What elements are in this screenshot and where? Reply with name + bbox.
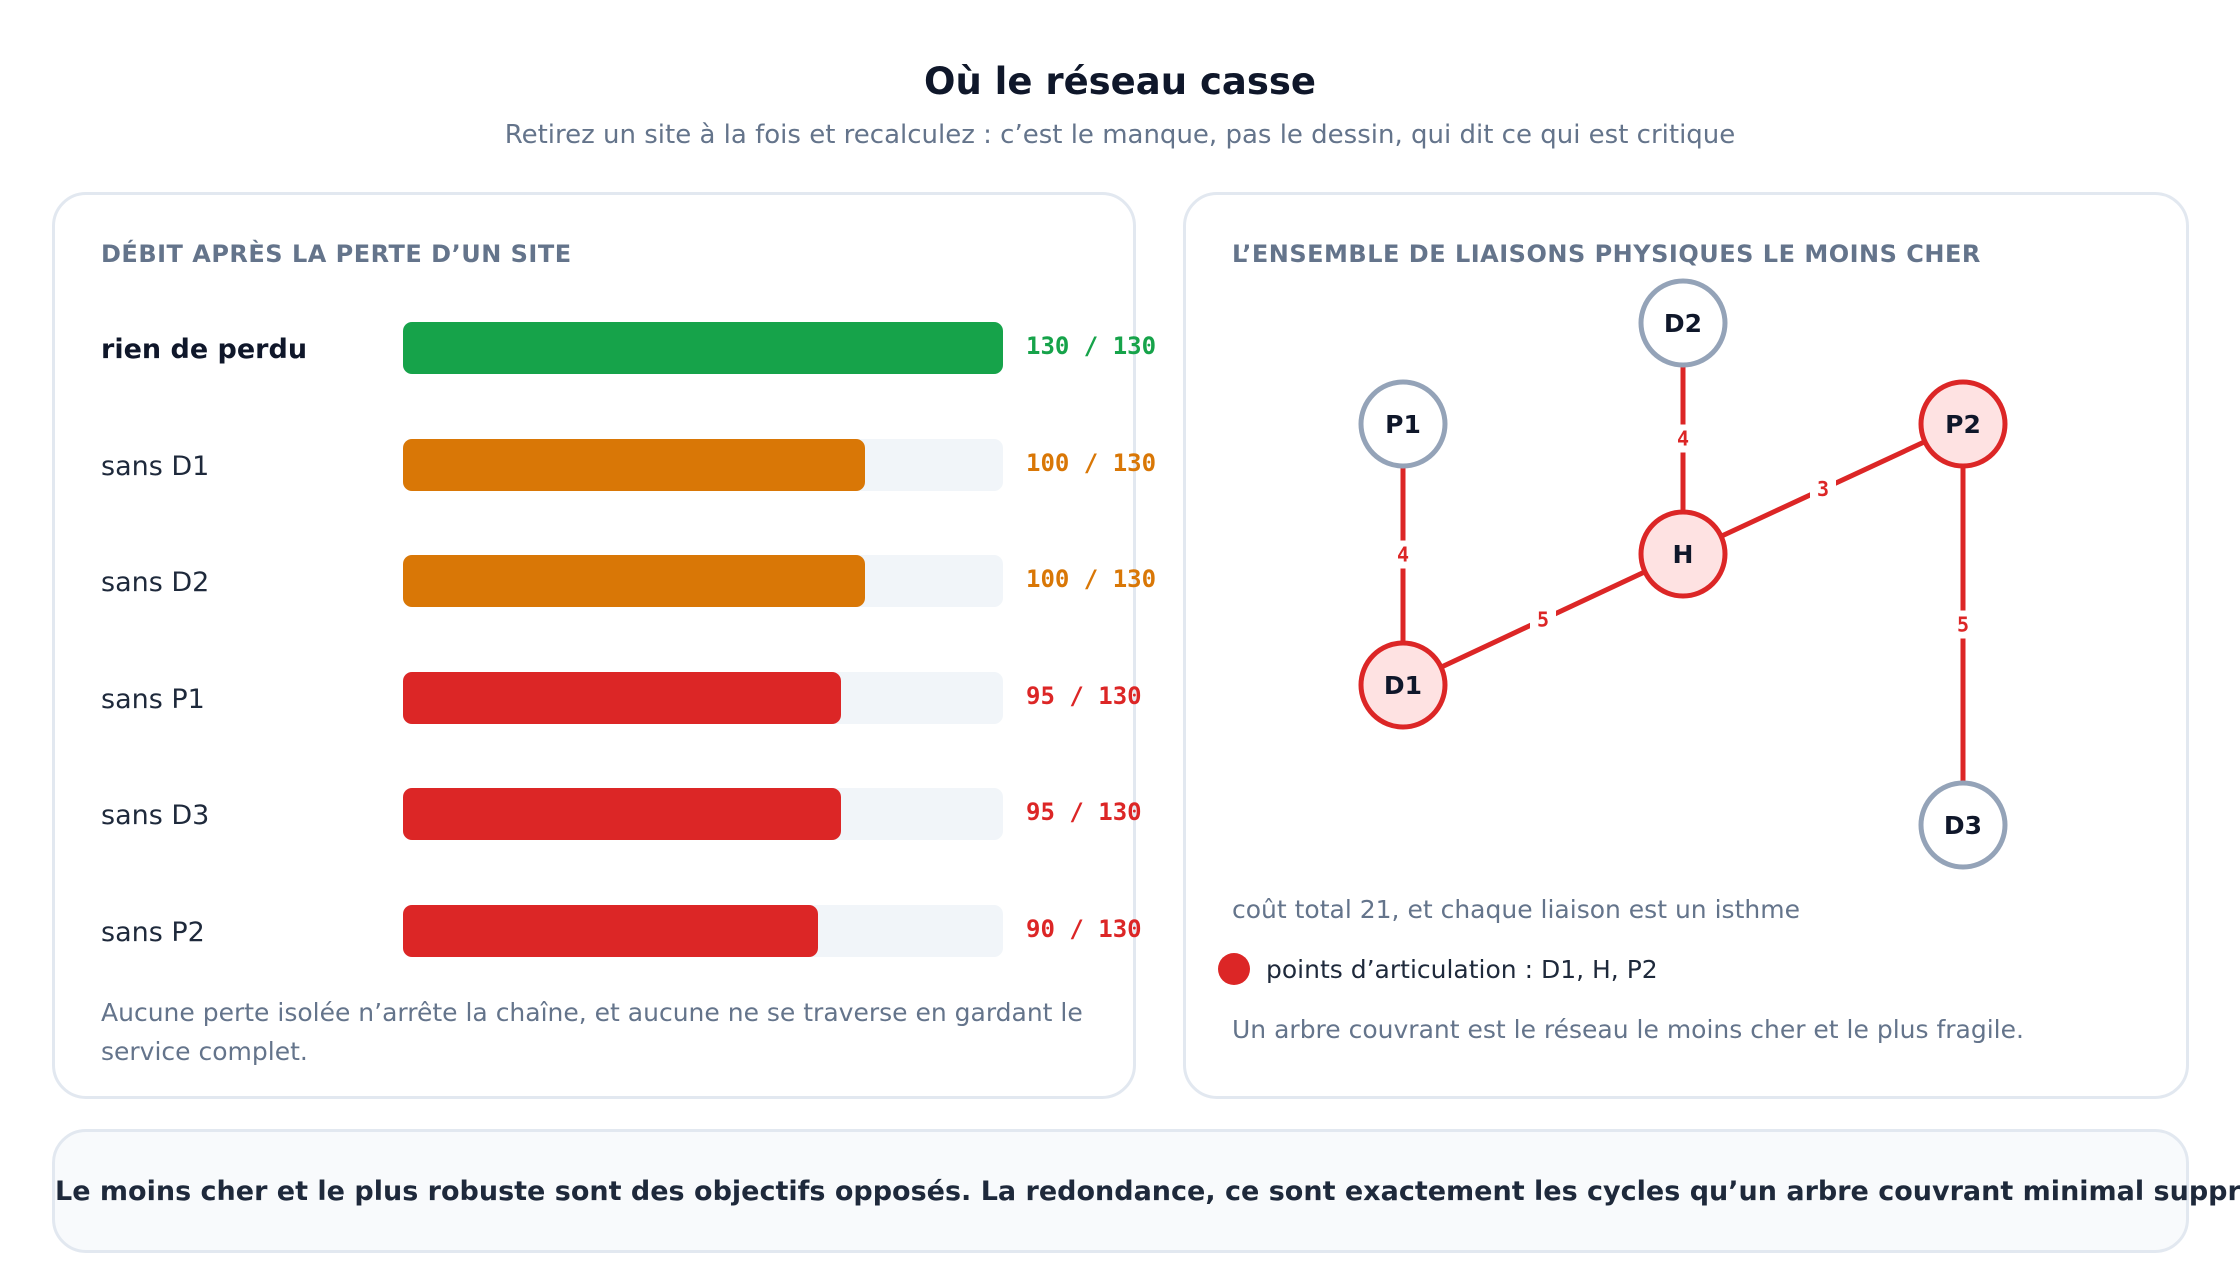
bar: [403, 904, 819, 957]
edge-label-background: [1810, 475, 1836, 503]
bar: [403, 555, 865, 607]
network-card: L’ENSEMBLE DE LIAISONS PHYSIQUES LE MOIN…: [1183, 192, 2189, 1099]
bar-track: [403, 671, 1003, 724]
network-graph: 4 4 5 3 5 P1 D2 P2 H D1 D3: [1358, 278, 2008, 870]
node-label: P2: [1945, 410, 1981, 439]
bar-row: sans D1 100 / 130: [55, 438, 1156, 491]
bar-track: [403, 322, 1003, 374]
network-card-title: L’ENSEMBLE DE LIAISONS PHYSIQUES LE MOIN…: [1232, 240, 1981, 268]
conclusion-banner: Le moins cher et le plus robuste sont de…: [52, 1129, 2240, 1253]
bar: [403, 322, 1003, 374]
bar-label: rien de perdu: [101, 334, 308, 365]
bar-row: sans P1 95 / 130: [55, 671, 1142, 724]
node-label: P1: [1385, 410, 1421, 439]
bar-label: sans P2: [101, 916, 205, 948]
bar-track: [403, 555, 1003, 607]
bar-label: sans D2: [101, 567, 210, 598]
bar-value-label: 95 / 130: [1026, 681, 1142, 710]
bar: [403, 788, 842, 840]
bar-track: [403, 788, 1003, 840]
edge-label-background: [1950, 610, 1976, 639]
bar-track: [403, 904, 1003, 957]
bar-row: sans D2 100 / 130: [55, 555, 1156, 607]
bar-label: sans D3: [101, 800, 210, 831]
bar-value-label: 90 / 130: [1026, 914, 1142, 943]
articulation-legend-dot: [1218, 953, 1250, 985]
edge-weight-label: 5: [1537, 608, 1549, 632]
graph-node: [1358, 379, 1448, 469]
edge-label-background: [1670, 424, 1696, 453]
node-label: D2: [1664, 309, 1702, 338]
page-title: Où le réseau casse: [923, 60, 1317, 103]
bar-value-label: 100 / 130: [1026, 565, 1157, 593]
throughput-card: DÉBIT APRÈS LA PERTE D’UN SITE rien de p…: [52, 192, 1156, 1099]
node-label: D1: [1384, 671, 1422, 700]
throughput-card-title: DÉBIT APRÈS LA PERTE D’UN SITE: [101, 240, 572, 268]
edge-weight-label: 5: [1957, 613, 1969, 637]
bar-value-label: 100 / 130: [1026, 448, 1157, 477]
edge-weight-label: 4: [1397, 543, 1409, 567]
bar-row: sans P2 90 / 130: [55, 904, 1142, 957]
graph-node: [1638, 278, 1728, 368]
bar-value-label: 95 / 130: [1026, 798, 1142, 826]
bar-row: rien de perdu 130 / 130: [55, 322, 1156, 374]
graph-node: [1918, 780, 2008, 870]
edge-weight-label: 3: [1817, 477, 1829, 501]
edge-label-background: [1530, 605, 1556, 634]
node-label: H: [1673, 540, 1694, 569]
articulation-legend-label: points d’articulation : D1, H, P2: [1266, 955, 1658, 984]
bar-value-label: 130 / 130: [1026, 332, 1157, 360]
bar: [403, 671, 842, 724]
page-subtitle: Retirez un site à la fois et recalculez …: [504, 120, 1736, 150]
total-cost-note: coût total 21, et chaque liaison est un …: [1232, 895, 1800, 924]
bar-track: [403, 438, 1003, 491]
throughput-note: Aucune perte isolée n’arrête la chaîne, …: [101, 998, 1083, 1066]
node-label: D3: [1944, 811, 1982, 840]
edge-label-background: [1390, 540, 1416, 569]
conclusion-text: Le moins cher et le plus robuste sont de…: [55, 1176, 2240, 1207]
bar-row: sans D3 95 / 130: [55, 788, 1142, 840]
bar-label: sans P1: [101, 683, 205, 715]
bar: [403, 438, 865, 491]
graph-node: [1638, 509, 1728, 599]
graph-node: [1918, 379, 2008, 469]
edge-weight-label: 4: [1677, 427, 1689, 451]
graph-node: [1358, 640, 1448, 730]
spanning-tree-note: Un arbre couvrant est le réseau le moins…: [1232, 1015, 2024, 1044]
bar-label: sans D1: [101, 450, 210, 482]
